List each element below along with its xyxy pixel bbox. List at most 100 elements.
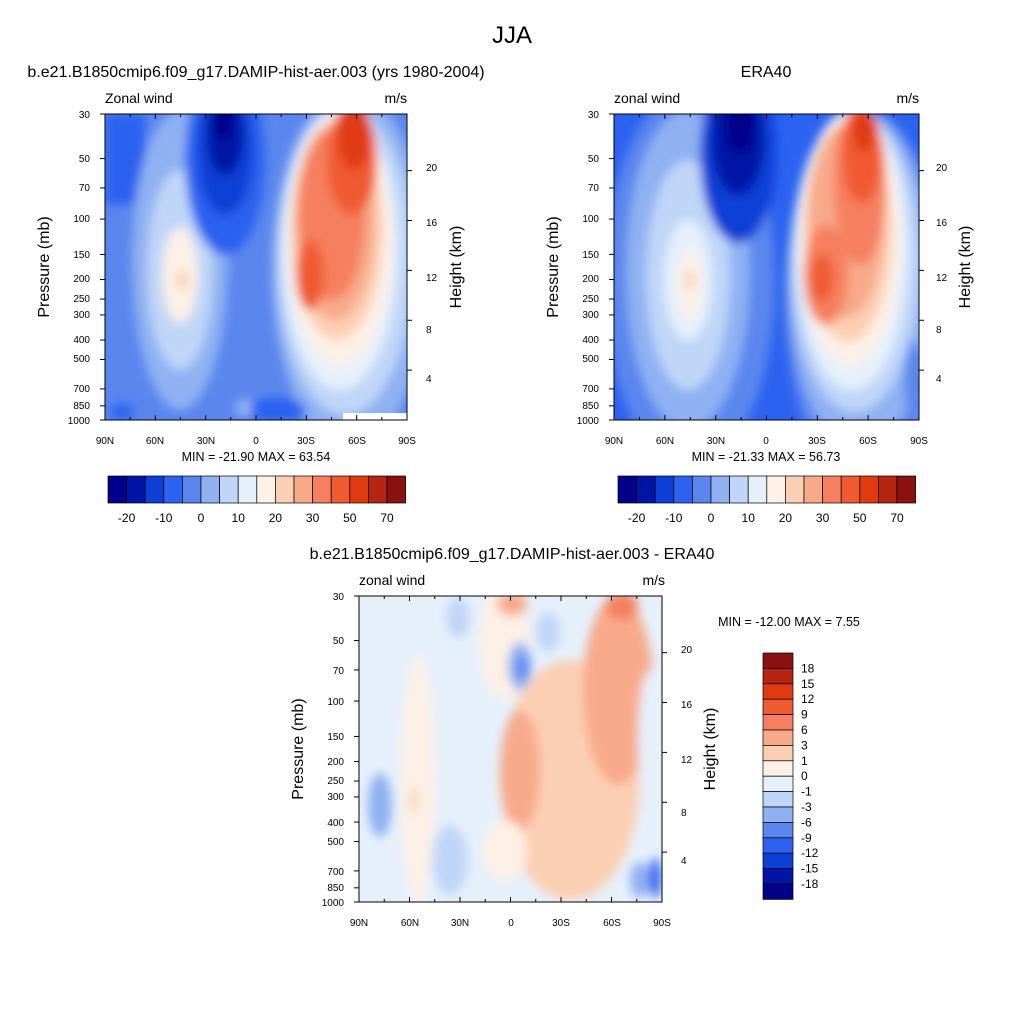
colorbar-box	[762, 698, 794, 715]
x-tick-label: 30S	[808, 436, 826, 447]
x-tick-label: 90S	[910, 436, 928, 447]
variable-label: zonal wind	[359, 572, 425, 588]
tick-marks	[354, 595, 667, 903]
colorbar-box	[762, 852, 794, 869]
colorbar-label: 3	[801, 738, 808, 752]
colorbar-box	[762, 760, 794, 777]
y-tick-label: 1000	[322, 898, 345, 909]
y-tick-label: 700	[73, 384, 90, 395]
colorbar-label: 20	[269, 511, 283, 525]
y-tick-label: 50	[79, 154, 91, 165]
figure-title: JJA	[492, 22, 532, 49]
colorbar-box	[386, 475, 406, 504]
y2-tick-label: 12	[426, 273, 438, 284]
y2-tick-label: 4	[426, 374, 432, 385]
min-max-readout: MIN = -12.00 MAX = 7.55	[718, 615, 860, 629]
y2-ticks: 20 16 12 8 4	[936, 163, 948, 385]
x-tick-label: 90N	[605, 436, 623, 447]
y2-tick-label: 4	[681, 856, 687, 867]
y2-tick-label: 8	[936, 325, 942, 336]
tick-marks	[609, 113, 924, 421]
colorbar-box	[785, 475, 805, 504]
y-tick-label: 150	[73, 250, 90, 261]
x-tick-label: 60N	[401, 918, 419, 929]
tick-marks	[100, 113, 412, 421]
colorbar-box	[878, 475, 898, 504]
variable-label: zonal wind	[614, 90, 680, 106]
y-tick-label: 500	[582, 354, 599, 365]
min-max-readout: MIN = -21.90 MAX = 63.54	[182, 450, 331, 464]
y-tick-label: 300	[327, 792, 344, 803]
colorbar-box	[747, 475, 768, 504]
y-ticks: 30 50 70 100 150 200 250 300 400 500 700…	[68, 110, 91, 427]
colorbar-label: -20	[118, 511, 136, 525]
colorbar: -20 -10 0 10 20 30 50 70	[617, 475, 916, 525]
colorbar-box	[293, 475, 313, 504]
y-tick-label: 850	[73, 401, 90, 412]
colorbar-box	[762, 806, 794, 823]
colorbar-label: -6	[801, 815, 812, 829]
x-tick-label: 30N	[197, 436, 215, 447]
y-tick-label: 200	[73, 274, 90, 285]
y2-tick-label: 20	[681, 645, 693, 656]
colorbar-box	[762, 683, 794, 700]
y-tick-label: 100	[582, 214, 599, 225]
colorbar-label: 70	[890, 511, 904, 525]
y2-tick-label: 16	[936, 218, 948, 229]
y-axis-title: Pressure (mb)	[545, 216, 562, 317]
colorbar-box	[762, 745, 794, 762]
contour-field	[614, 114, 919, 420]
x-tick-label: 60N	[656, 436, 674, 447]
colorbar-label: 50	[853, 511, 867, 525]
colorbar-label: 70	[380, 511, 394, 525]
y2-axis-title: Height (km)	[448, 226, 465, 309]
colorbar-label: 18	[801, 661, 815, 675]
y-tick-label: 400	[327, 818, 344, 829]
colorbar-box	[636, 475, 656, 504]
colorbar-box	[822, 475, 842, 504]
units-label: m/s	[384, 90, 407, 106]
panel-title: ERA40	[741, 64, 792, 81]
colorbar-box	[762, 883, 794, 900]
colorbar-box	[144, 475, 165, 504]
y2-tick-label: 8	[426, 325, 432, 336]
colorbar-label: -9	[801, 831, 812, 845]
x-tick-label: 0	[508, 918, 514, 929]
y-axis-title: Pressure (mb)	[290, 698, 307, 799]
colorbar-box	[182, 475, 202, 504]
y2-ticks: 20 16 12 8 4	[426, 163, 438, 385]
colorbar-label: -1	[801, 785, 812, 799]
y-tick-label: 1000	[577, 416, 600, 427]
units-label: m/s	[896, 90, 919, 106]
y-tick-label: 250	[73, 294, 90, 305]
panel-title: b.e21.B1850cmip6.f09_g17.DAMIP-hist-aer.…	[310, 546, 715, 563]
colorbar-label: 30	[306, 511, 320, 525]
y-tick-label: 400	[582, 335, 599, 346]
panel-title: b.e21.B1850cmip6.f09_g17.DAMIP-hist-aer.…	[27, 64, 484, 81]
colorbar: 18 15 12 9 6 3 1 0 -1 -3 -6 -9 -12 -15 -…	[762, 652, 819, 900]
colorbar-label: -12	[801, 846, 819, 860]
colorbar-box	[163, 475, 183, 504]
y2-tick-label: 16	[426, 218, 438, 229]
x-tick-label: 60S	[603, 918, 621, 929]
panel-era40: ERA40 zonal wind m/s	[545, 64, 974, 525]
colorbar-box	[896, 475, 916, 504]
colorbar-label: 0	[708, 511, 715, 525]
colorbar: -20 -10 0 10 20 30 50 70	[107, 475, 406, 525]
panel-model: b.e21.B1850cmip6.f09_g17.DAMIP-hist-aer.…	[27, 64, 484, 525]
colorbar-box	[859, 475, 879, 504]
colorbar-box	[126, 475, 146, 504]
colorbar-box	[762, 822, 794, 839]
y2-tick-label: 16	[681, 700, 693, 711]
colorbar-box	[256, 475, 276, 504]
y-ticks: 30 50 70 100 150 200 250 300 400 500 700…	[577, 110, 600, 427]
y-tick-label: 250	[327, 776, 344, 787]
colorbar-box	[766, 475, 786, 504]
colorbar-label: 30	[816, 511, 830, 525]
y-tick-label: 300	[73, 310, 90, 321]
colorbar-box	[673, 475, 693, 504]
colorbar-label: -10	[665, 511, 683, 525]
colorbar-label: 10	[232, 511, 246, 525]
y-tick-label: 70	[588, 183, 600, 194]
y-ticks: 30 50 70 100 150 200 250 300 400 500 700…	[322, 592, 345, 909]
